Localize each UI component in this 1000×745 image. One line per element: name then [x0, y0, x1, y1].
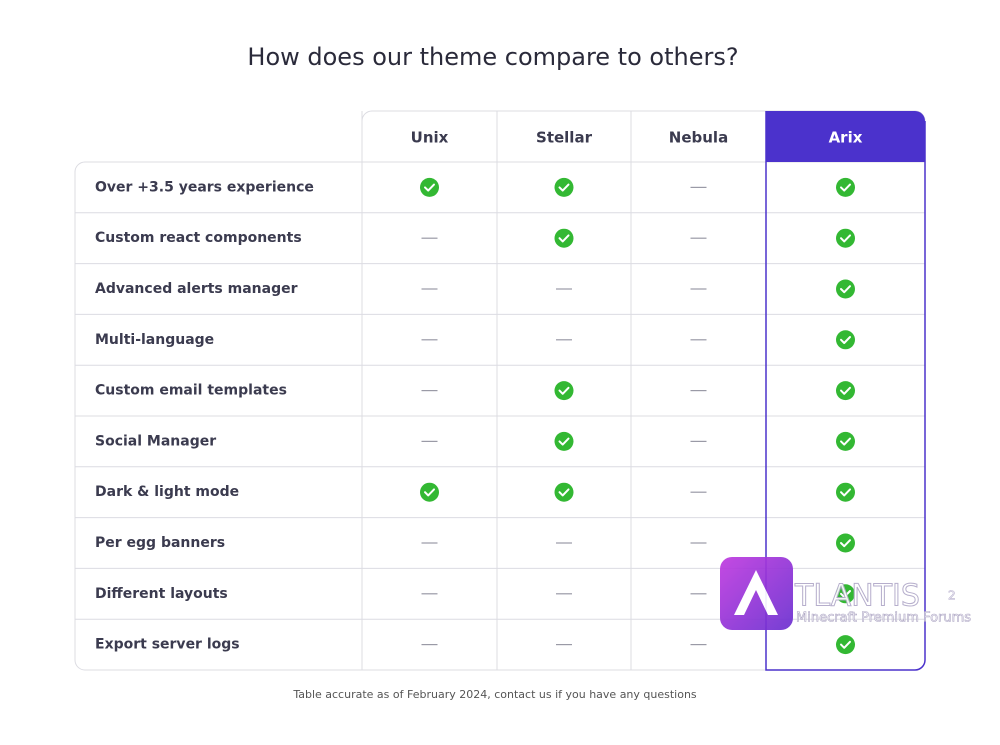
column-header: Arix	[829, 129, 863, 147]
watermark-tagline: Minecraft Premium Forums	[796, 611, 971, 626]
feature-label: Different layouts	[95, 586, 228, 602]
check-icon	[836, 533, 855, 553]
feature-label: Custom react components	[95, 230, 302, 246]
check-circle	[554, 381, 574, 401]
check-icon	[554, 177, 574, 197]
column-header: Nebula	[669, 129, 728, 147]
check-tick	[558, 488, 570, 497]
feature-label: Advanced alerts manager	[95, 281, 298, 297]
watermark-logo-mark	[734, 570, 778, 615]
check-tick	[840, 539, 851, 548]
check-circle	[554, 431, 574, 451]
check-tick	[840, 234, 851, 243]
check-tick	[424, 183, 435, 192]
check-circle	[836, 228, 855, 248]
feature-label: Export server logs	[95, 637, 240, 653]
feature-label: Dark & light mode	[95, 484, 239, 500]
check-circle	[836, 279, 855, 299]
highlight-header	[766, 111, 925, 162]
check-circle	[836, 431, 855, 451]
check-icon	[554, 431, 574, 451]
column-header: Unix	[411, 129, 449, 147]
watermark-name: TLANTIS	[794, 579, 920, 614]
check-icon	[836, 228, 855, 248]
watermark: TLANTIS 2 Minecraft Premium Forums	[720, 557, 972, 630]
check-tick	[840, 386, 851, 395]
check-icon	[836, 177, 855, 197]
check-circle	[420, 482, 439, 502]
check-tick	[840, 437, 851, 446]
feature-label: Multi-language	[95, 332, 214, 348]
check-icon	[554, 482, 574, 502]
check-icon	[554, 381, 574, 401]
check-icon	[554, 228, 574, 248]
check-tick	[424, 488, 435, 497]
check-icon	[420, 482, 439, 502]
feature-label: Over +3.5 years experience	[95, 179, 314, 195]
check-tick	[558, 437, 570, 446]
check-tick	[840, 336, 851, 344]
footnote: Table accurate as of February 2024, cont…	[292, 688, 697, 701]
check-icon	[420, 177, 439, 197]
check-tick	[840, 640, 851, 649]
check-circle	[554, 177, 574, 197]
check-circle	[836, 635, 855, 655]
check-circle	[836, 381, 855, 401]
feature-label: Per egg banners	[95, 535, 225, 551]
check-circle	[836, 482, 855, 502]
check-tick	[558, 234, 570, 243]
column-header: Stellar	[536, 129, 593, 147]
check-icon	[836, 330, 855, 350]
check-circle	[554, 482, 574, 502]
check-icon	[836, 381, 855, 401]
watermark-sup: 2	[948, 589, 956, 603]
check-circle	[836, 584, 855, 604]
check-tick	[840, 285, 851, 294]
feature-label: Custom email templates	[95, 383, 287, 399]
check-tick	[558, 183, 570, 192]
check-circle	[554, 228, 574, 248]
check-icon	[836, 482, 855, 502]
check-icon	[836, 431, 855, 451]
check-circle	[836, 330, 855, 350]
check-tick	[840, 183, 851, 192]
check-circle	[420, 177, 439, 197]
watermark-logo	[720, 557, 793, 630]
highlight-column	[765, 111, 926, 671]
check-circle	[836, 177, 855, 197]
check-icon	[836, 584, 855, 604]
check-tick	[840, 488, 851, 497]
check-icon	[836, 279, 855, 299]
feature-label: Social Manager	[95, 433, 216, 449]
title: How does our theme compare to others?	[247, 43, 738, 71]
check-tick	[840, 590, 851, 598]
check-icon	[836, 635, 855, 655]
check-circle	[836, 533, 855, 553]
check-tick	[558, 386, 570, 395]
